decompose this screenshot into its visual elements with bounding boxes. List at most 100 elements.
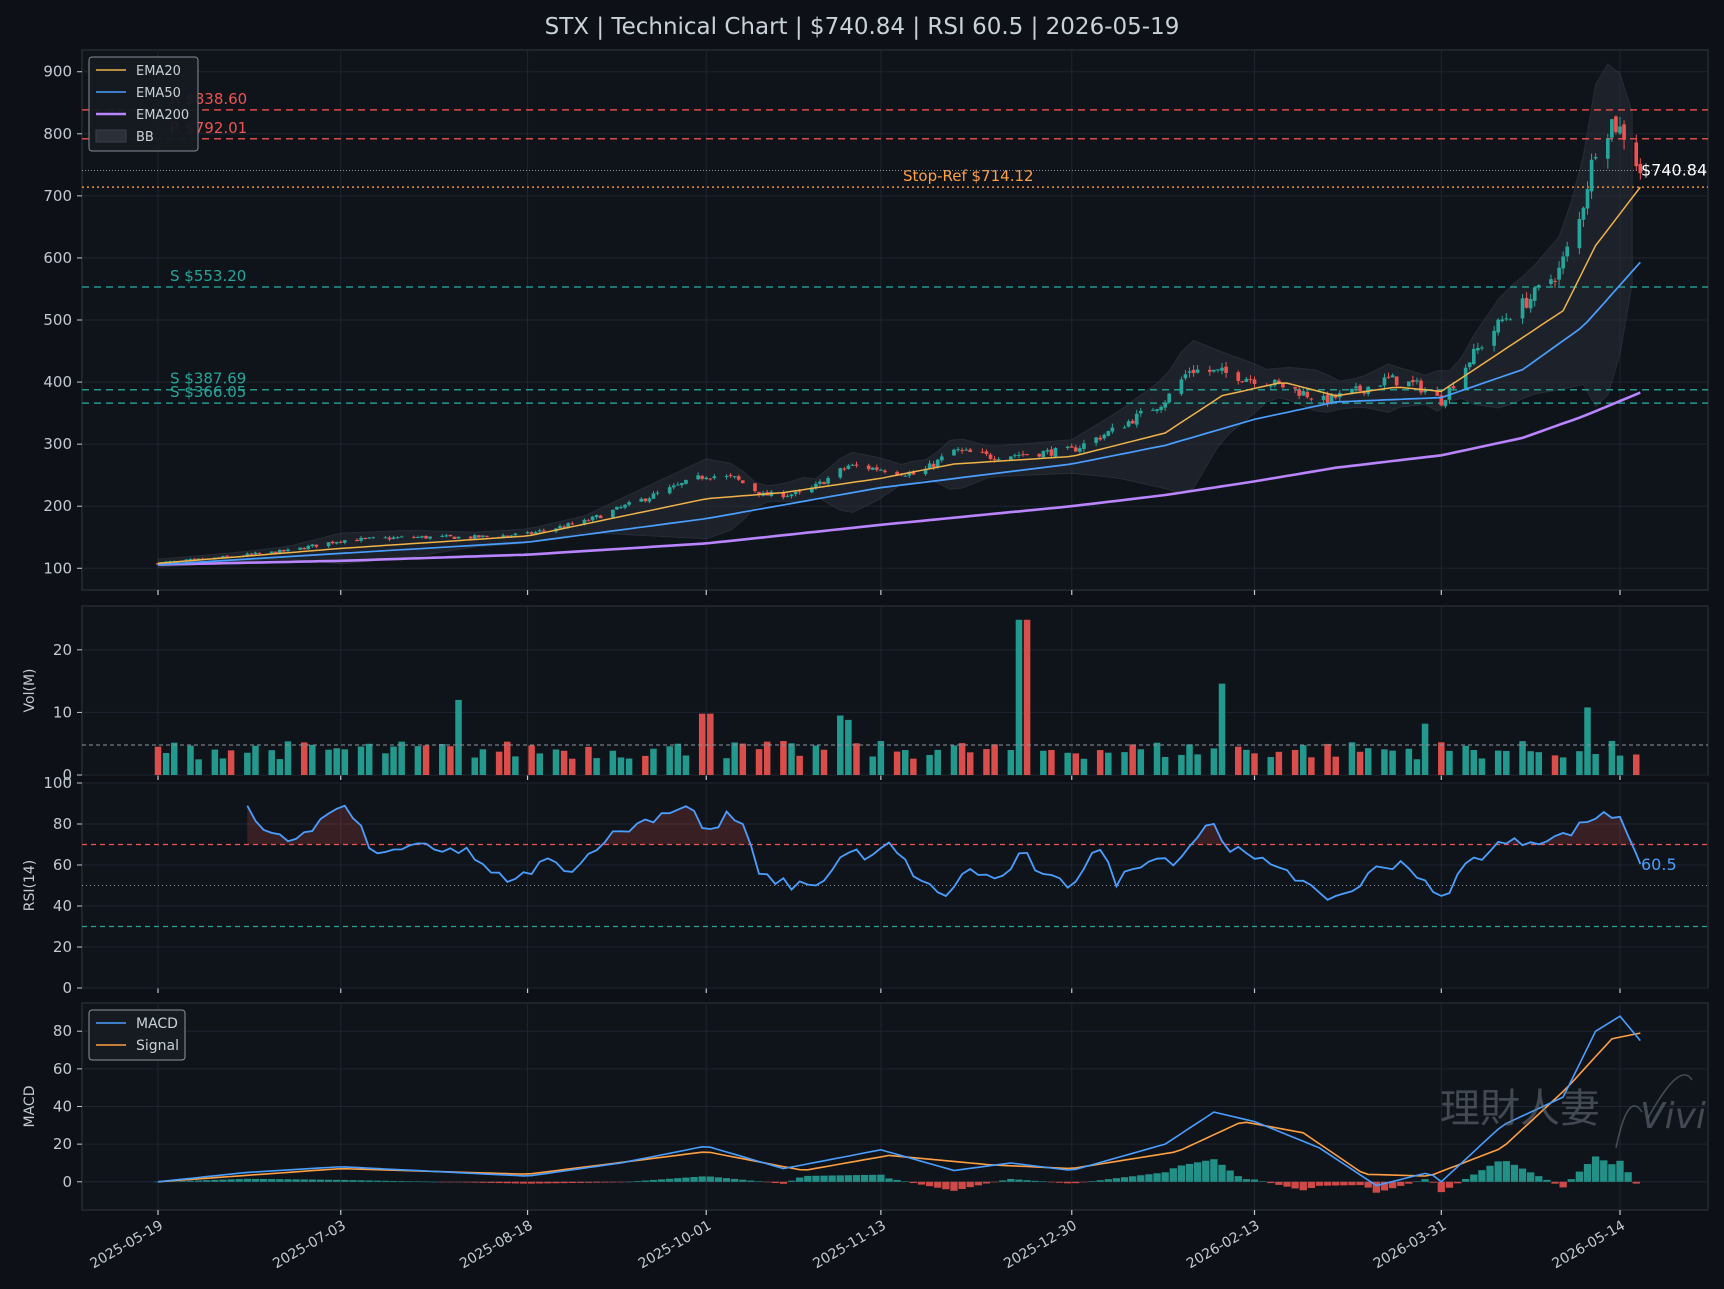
volume-bar [252, 745, 259, 775]
candle-body [1309, 398, 1314, 400]
volume-bar [1535, 752, 1543, 775]
price-ytick-label: 200 [43, 497, 72, 515]
candle-body [822, 482, 826, 485]
candle-body [1447, 387, 1452, 400]
candle-body [684, 479, 688, 484]
volume-bar [1040, 750, 1047, 775]
macd-histogram-bar [308, 1179, 316, 1182]
candle-body [456, 536, 461, 539]
candle-body [1423, 390, 1427, 393]
macd-histogram-bar [1567, 1179, 1575, 1182]
macd-histogram-bar [1462, 1178, 1470, 1182]
macd-histogram-bar [1307, 1181, 1316, 1189]
candle-body [627, 502, 631, 505]
volume-bar [966, 752, 974, 775]
macd-histogram-bar [349, 1180, 357, 1182]
candle-body [1159, 406, 1163, 410]
macd-histogram-bar [804, 1175, 812, 1182]
candle-body [1236, 372, 1241, 381]
macd-histogram-bar [714, 1177, 723, 1182]
volume-bar [495, 751, 503, 775]
macd-histogram-bar [1486, 1165, 1494, 1182]
macd-histogram-bar [893, 1179, 901, 1182]
candle-body [1049, 449, 1054, 456]
macd-histogram-bar [1397, 1181, 1405, 1186]
candle-body [1471, 348, 1476, 365]
volume-bar [869, 756, 877, 775]
volume-bar [1446, 750, 1453, 775]
candle-body [680, 483, 684, 486]
volume-bar [284, 741, 292, 775]
macd-histogram-bar [1518, 1168, 1527, 1182]
macd-ylabel: MACD [22, 1086, 38, 1128]
candle-body [477, 535, 481, 538]
macd-histogram-bar [1072, 1181, 1080, 1184]
candle-body [1504, 318, 1509, 320]
volume-bar [1161, 756, 1169, 775]
macd-ytick-label: 20 [53, 1135, 72, 1153]
volume-bar [1332, 756, 1339, 775]
macd-histogram-bar [966, 1181, 974, 1188]
volume-bar [528, 745, 535, 775]
candle-body [818, 481, 822, 484]
macd-histogram-bar [812, 1175, 820, 1182]
macd-histogram-bar [251, 1178, 260, 1182]
candle-body [334, 542, 339, 544]
macd-histogram-bar [1559, 1181, 1567, 1188]
candle-body [651, 493, 656, 499]
candle-body [732, 476, 737, 478]
candle-body [452, 536, 457, 539]
volume-bar [1291, 749, 1299, 775]
macd-histogram-bar [1624, 1172, 1632, 1182]
candle-body [570, 523, 575, 525]
macd-histogram-bar [430, 1181, 438, 1183]
volume-bar [820, 749, 828, 775]
candle-body [667, 487, 672, 494]
candle-body [1520, 298, 1525, 319]
candle-body [1439, 395, 1444, 406]
candle-body [1208, 369, 1212, 372]
rsi-last-value: 60.5 [1641, 855, 1677, 874]
candle-body [302, 547, 307, 550]
candle-body [420, 536, 424, 538]
macd-histogram-bar [1039, 1181, 1047, 1182]
volume-bar [1503, 751, 1510, 775]
candle-body [399, 536, 404, 538]
macd-histogram-bar [1551, 1181, 1559, 1184]
candle-body [448, 534, 453, 537]
candle-body [533, 532, 538, 534]
macd-histogram-bar [1437, 1181, 1445, 1193]
volume-bar [447, 746, 454, 775]
candle-body [1419, 380, 1423, 393]
macd-histogram-bar [1283, 1181, 1291, 1187]
candle-body [1248, 379, 1253, 381]
macd-histogram-bar [1145, 1174, 1153, 1182]
candle-body [1021, 454, 1025, 456]
rsi-ytick-label: 0 [62, 979, 72, 997]
candle-body [1435, 390, 1440, 396]
macd-histogram-bar [747, 1180, 755, 1182]
macd-histogram-bar [739, 1179, 747, 1182]
macd-histogram-bar [885, 1178, 893, 1182]
candle-body [586, 520, 591, 522]
candle-body [306, 545, 311, 550]
macd-histogram-bar [877, 1174, 885, 1182]
macd-histogram-bar [1356, 1181, 1364, 1186]
candle-body [1354, 386, 1358, 389]
candle-body [1045, 450, 1050, 452]
candle-body [623, 504, 627, 508]
macd-histogram-bar [414, 1181, 422, 1182]
candle-body [1577, 219, 1582, 249]
volume-bar [187, 745, 194, 775]
macd-histogram-bar [422, 1181, 430, 1183]
candle-body [736, 476, 741, 480]
candle-body [1325, 394, 1330, 404]
volume-bar [1584, 707, 1591, 775]
volume-bar [504, 741, 511, 775]
watermark-text: 理財人妻 [1440, 1086, 1600, 1132]
macd-histogram-bar [609, 1181, 617, 1183]
candle-body [444, 535, 449, 537]
macd-histogram-bar [1543, 1179, 1551, 1182]
candle-body [1406, 381, 1411, 387]
